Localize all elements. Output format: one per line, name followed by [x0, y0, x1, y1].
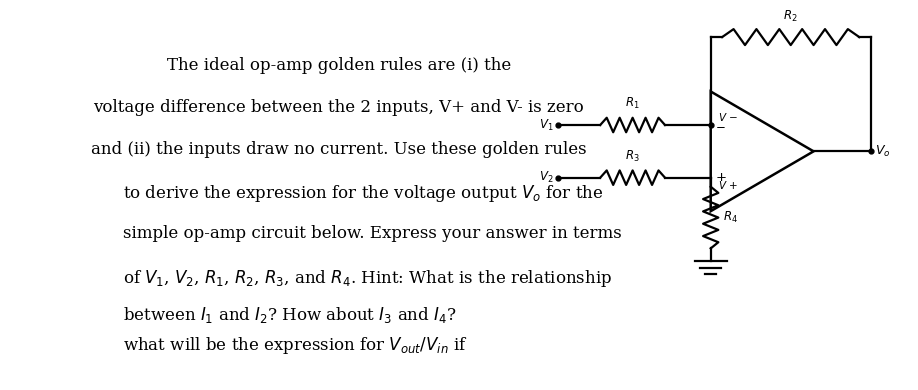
Text: The ideal op-amp golden rules are (i) the: The ideal op-amp golden rules are (i) th…: [167, 57, 511, 74]
Text: $V_1$: $V_1$: [539, 117, 554, 133]
Text: $V_o$: $V_o$: [875, 144, 890, 159]
Text: $V_2$: $V_2$: [539, 170, 554, 185]
Text: $R_2$: $R_2$: [783, 9, 798, 25]
Text: between $I_1$ and $I_2$? How about $I_3$ and $I_4$?: between $I_1$ and $I_2$? How about $I_3$…: [123, 305, 457, 325]
Text: to derive the expression for the voltage output $V_o$ for the: to derive the expression for the voltage…: [123, 183, 604, 204]
Text: $V$ $-$: $V$ $-$: [718, 111, 737, 123]
Text: of $V_1$, $V_2$, $R_1$, $R_2$, $R_3$, and $R_4$. Hint: What is the relationship: of $V_1$, $V_2$, $R_1$, $R_2$, $R_3$, an…: [123, 268, 612, 289]
Text: $-$: $-$: [714, 119, 725, 131]
Text: $R_3$: $R_3$: [625, 149, 640, 164]
Text: $R_4$: $R_4$: [722, 210, 738, 225]
Text: $V$ $+$: $V$ $+$: [718, 179, 737, 191]
Text: $R_1$: $R_1$: [625, 96, 640, 111]
Text: $+$: $+$: [714, 171, 726, 184]
Text: simple op-amp circuit below. Express your answer in terms: simple op-amp circuit below. Express you…: [123, 225, 622, 243]
Text: and (ii) the inputs draw no current. Use these golden rules: and (ii) the inputs draw no current. Use…: [91, 142, 587, 158]
Text: what will be the expression for $V_{out}/V_{in}$ if: what will be the expression for $V_{out}…: [123, 335, 468, 356]
Text: voltage difference between the 2 inputs, V+ and V- is zero: voltage difference between the 2 inputs,…: [94, 99, 584, 116]
